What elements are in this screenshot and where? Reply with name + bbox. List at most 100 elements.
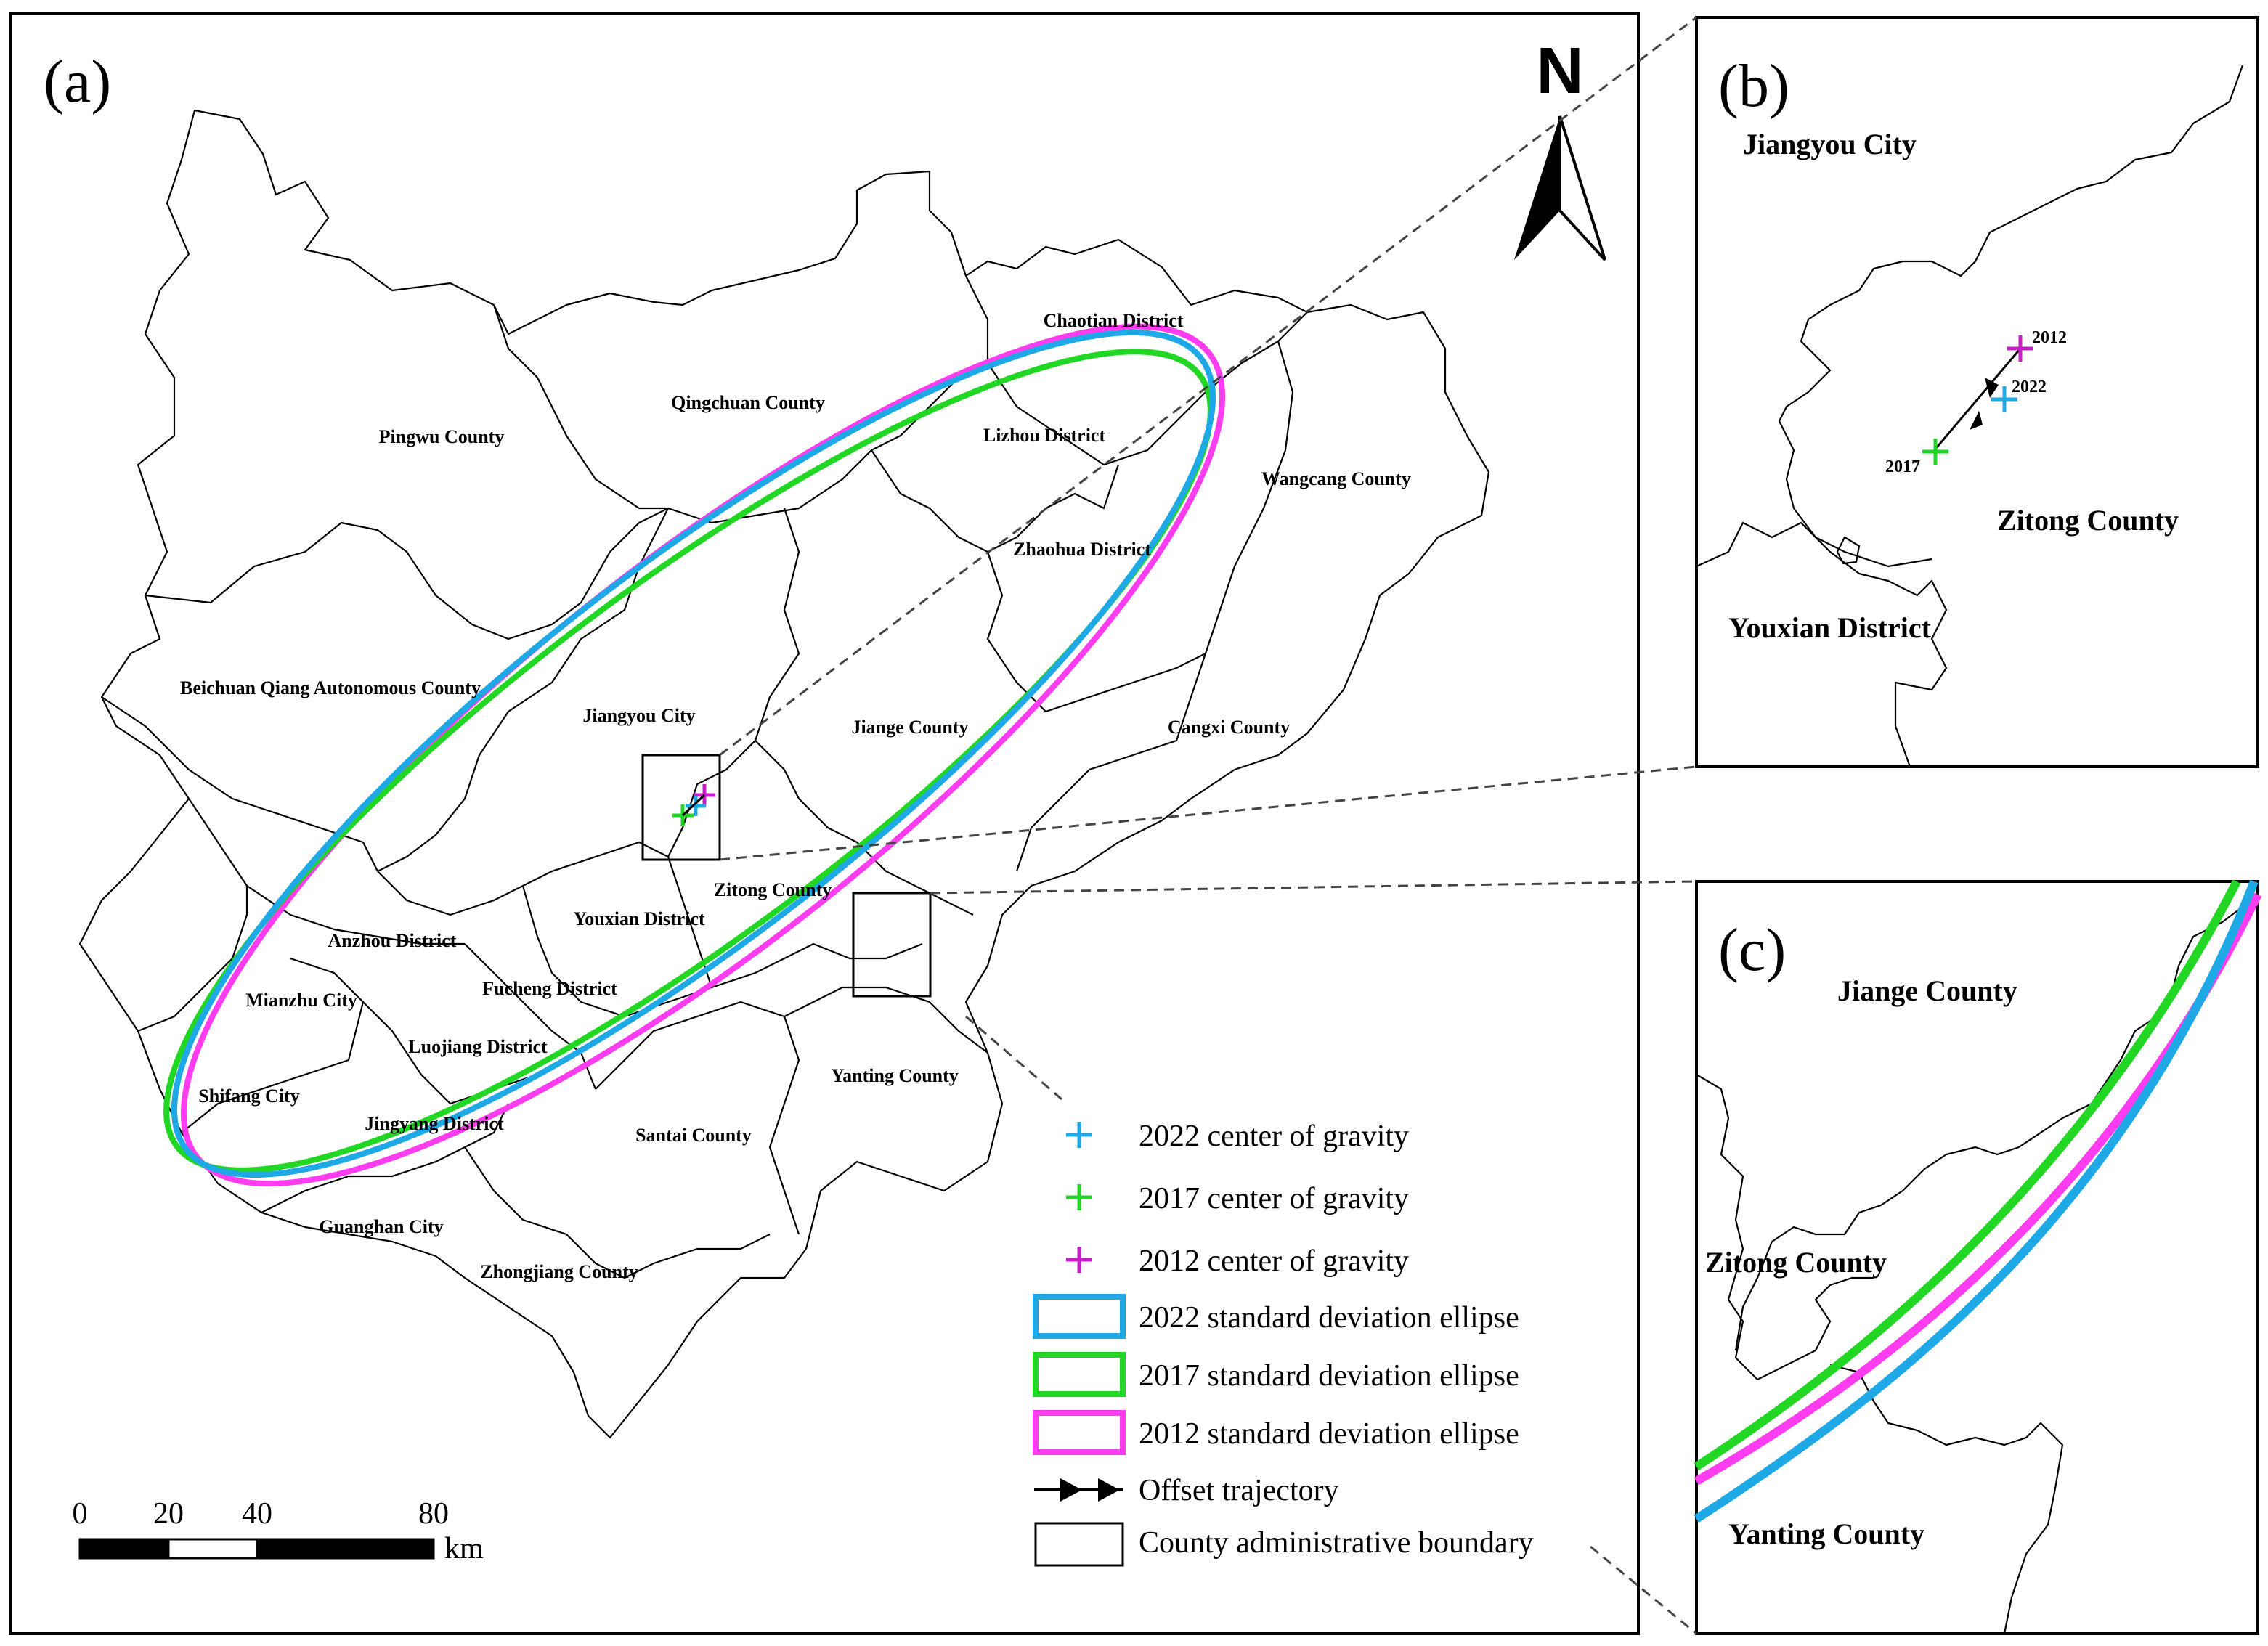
boundary-jingyang — [261, 1103, 509, 1213]
boundary-anzhou — [188, 798, 465, 945]
boundary-beichuan-south — [101, 696, 378, 872]
county-labels: Pingwu County Qingchuan County Chaotian … — [180, 310, 1411, 1282]
panel-c-boundary-b — [1696, 1074, 1758, 1380]
legend-label-2012-center: 2012 center of gravity — [1139, 1244, 1409, 1278]
scale-tick-0: 0 — [73, 1497, 88, 1531]
panel-b-2012-marker — [2007, 335, 2033, 362]
std-deviation-ellipses — [163, 323, 1226, 1187]
legend-symbol-boundary — [1034, 1522, 1124, 1567]
zoom-leader-lines — [719, 16, 1697, 1635]
label-yanting: Yanting County — [831, 1065, 959, 1086]
north-arrow-left-half — [1514, 116, 1560, 260]
scale-segment-1 — [78, 1538, 170, 1560]
gravity-2022-marker — [686, 796, 706, 816]
legend-label-boundary: County administrative boundary — [1139, 1526, 1534, 1560]
label-luojiang: Luojiang District — [408, 1036, 548, 1057]
label-zitong: Zitong County — [714, 879, 832, 900]
label-chaotian: Chaotian District — [1044, 310, 1184, 331]
zoom-box-b — [641, 754, 721, 861]
label-youxian: Youxian District — [573, 908, 705, 929]
boundary-zhongjiang — [464, 1146, 771, 1279]
legend-symbol-2012-ellipse — [1033, 1410, 1126, 1455]
panel-b-2017-marker — [1922, 439, 1948, 465]
panel-b-arrow-1 — [1985, 378, 1999, 398]
leader-b-bottom — [719, 765, 1697, 861]
county-boundaries — [78, 109, 1490, 1439]
panel-b-year-2022: 2022 — [2012, 378, 2047, 396]
panel-c-label-jiange: Jiange County — [1837, 974, 2017, 1007]
label-zhaohua: Zhaohua District — [1013, 539, 1151, 560]
label-zhongjiang: Zhongjiang County — [480, 1261, 638, 1282]
panel-c-frame — [1695, 880, 2259, 1635]
scale-segment-3 — [256, 1538, 435, 1560]
panel-b-gravity: 2012 2022 2017 — [1885, 328, 2067, 476]
boundary-wangcang — [1204, 341, 1294, 654]
panel-c-arc-2017 — [1694, 879, 2241, 1471]
legend-symbol-offset-arrow — [1034, 1478, 1123, 1502]
north-label: N — [1537, 35, 1584, 107]
panel-b-label-youxian: Youxian District — [1728, 611, 1932, 644]
legend-symbol-2022-center — [1066, 1122, 1092, 1148]
label-cangxi: Cangxi County — [1168, 717, 1290, 738]
scale-segment-2 — [167, 1538, 259, 1560]
label-shifang: Shifang City — [198, 1085, 299, 1107]
panel-b-2022-marker — [1991, 386, 2017, 412]
boundary-zhaohua — [986, 551, 1206, 713]
label-lizhou: Lizhou District — [983, 425, 1106, 446]
scale-tick-80: 80 — [418, 1497, 449, 1531]
boundary-fucheng — [464, 943, 597, 1090]
panel-c-tag: (c) — [1718, 916, 1786, 984]
legend-label-2022-center: 2022 center of gravity — [1139, 1120, 1409, 1153]
panel-b-boundary-small — [1836, 536, 1861, 565]
zoom-box-c — [852, 892, 932, 998]
panel-b-year-2017: 2017 — [1885, 457, 1920, 476]
ellipse-2017 — [163, 349, 1214, 1173]
north-arrow-right-half — [1558, 115, 1606, 261]
scale-tick-20: 20 — [153, 1497, 184, 1531]
legend-symbol-2012-center — [1066, 1247, 1092, 1273]
legend-label-2017-ellipse: 2017 standard deviation ellipse — [1139, 1359, 1519, 1393]
panel-b-label-jiangyou: Jiangyou City — [1743, 128, 1917, 160]
boundary-chaotian — [965, 275, 1308, 466]
boundary-cangxi-west — [1015, 653, 1207, 872]
boundary-jiange-south — [755, 740, 974, 916]
label-mianzhu: Mianzhu City — [245, 990, 357, 1011]
legend-symbol-2022-ellipse — [1033, 1294, 1126, 1339]
panel-a-tag: (a) — [44, 48, 111, 115]
legend-label-2022-ellipse: 2022 standard deviation ellipse — [1139, 1301, 1519, 1335]
label-wangcang: Wangcang County — [1261, 468, 1411, 489]
label-guanghan: Guanghan City — [319, 1216, 443, 1237]
label-jingyang: Jingyang District — [365, 1113, 504, 1134]
panel-c-label-yanting: Yanting County — [1728, 1517, 1924, 1550]
scale-bar: 0 20 40 80 km — [73, 1497, 484, 1565]
label-beichuan: Beichuan Qiang Autonomous County — [180, 677, 481, 698]
panel-b-boundary-north — [1778, 65, 2244, 568]
panel-c-arc-2022 — [1694, 879, 2259, 1523]
legend-label-2017-center: 2017 center of gravity — [1139, 1182, 1409, 1215]
label-pingwu: Pingwu County — [379, 426, 505, 447]
boundary-lizhou — [871, 449, 1120, 553]
panel-b-trajectory — [1932, 348, 2022, 452]
scale-unit: km — [444, 1532, 484, 1565]
leader-b-top — [719, 16, 1697, 757]
ellipse-2022 — [171, 330, 1216, 1178]
leader-c-top — [930, 880, 1697, 895]
panel-b-tag: (b) — [1718, 52, 1789, 120]
label-fucheng: Fucheng District — [482, 978, 617, 999]
panel-b-frame — [1695, 16, 2259, 768]
legend-label-offset: Offset trajectory — [1139, 1474, 1339, 1507]
panel-b-boundaries — [1696, 65, 2244, 767]
label-qingchuan: Qingchuan County — [671, 392, 825, 413]
panel-b-arrow-2 — [1970, 411, 1983, 430]
offset-trajectory-main — [681, 794, 706, 817]
boundary-pingwu-beichuan — [145, 508, 669, 640]
panel-c-ellipse-arcs — [1694, 879, 2262, 1523]
panel-b-boundary-south — [1696, 521, 1948, 767]
boundary-outline — [78, 109, 1490, 1439]
north-arrow: N — [1514, 35, 1606, 261]
legend-symbol-2017-center — [1066, 1184, 1092, 1210]
label-jiange: Jiange County — [851, 717, 968, 738]
boundary-beichuan-jiangyou — [377, 508, 669, 872]
scale-tick-40: 40 — [242, 1497, 272, 1531]
